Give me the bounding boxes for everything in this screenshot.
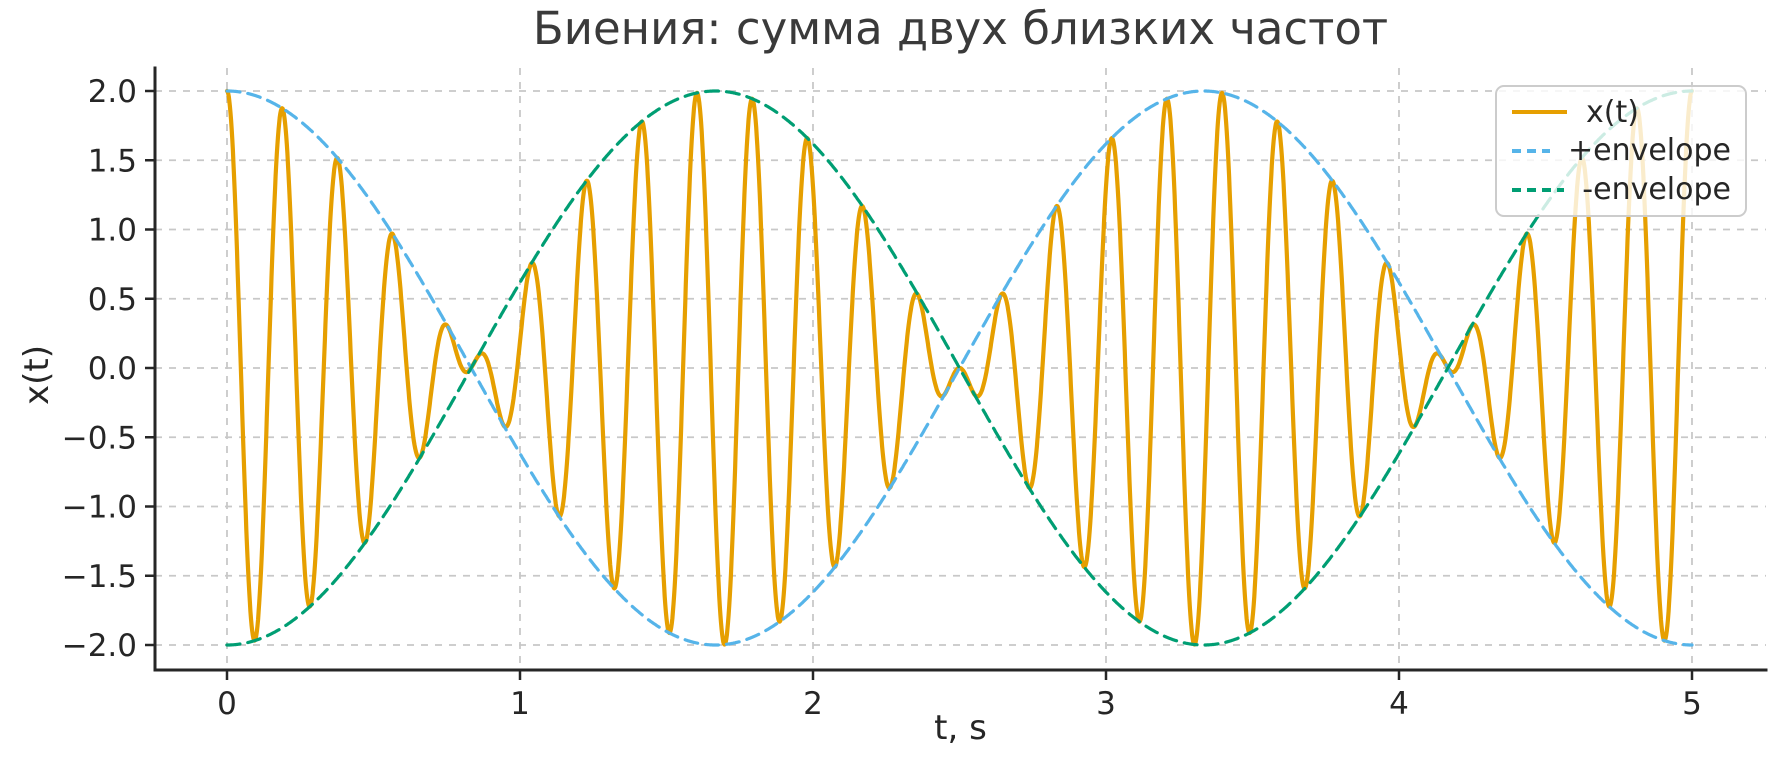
x-tick-label: 3 [1096,686,1116,722]
series--envelope [225,89,1694,647]
y-tick-label: 1.5 [88,143,137,179]
legend-label: x(t) [1586,94,1639,130]
legend-item: +envelope [1511,133,1731,168]
y-tick-label: 2.0 [88,74,137,110]
x-tick-label: 4 [1389,686,1409,722]
y-tick-label: 0.5 [88,282,137,318]
legend: x(t) +envelope -envelope [1495,85,1747,217]
x-axis-label: t, s [934,708,987,748]
y-tick-label: 1.0 [88,213,137,249]
y-tick-label: 0.0 [88,351,137,387]
y-tick-label: −2.0 [62,628,137,664]
x-tick-label: 0 [217,686,237,722]
legend-line-swatch [1512,110,1567,115]
legend-label: +envelope [1567,133,1731,169]
x-tick-label: 1 [510,686,530,722]
x-tick-label: 5 [1682,686,1702,722]
legend-label: -envelope [1582,172,1731,208]
chart-title: Биения: сумма двух близких частот [532,2,1389,55]
y-tick-label: −1.5 [62,559,137,595]
y-axis-label: x(t) [17,345,57,405]
y-tick-label: −1.0 [62,490,137,526]
legend-item: -envelope [1511,172,1731,207]
legend-line-swatch [1512,148,1550,153]
legend-item: x(t) [1511,95,1731,130]
y-tick-label: −0.5 [62,420,137,456]
x-tick-label: 2 [803,686,823,722]
legend-line-swatch [1512,187,1565,192]
